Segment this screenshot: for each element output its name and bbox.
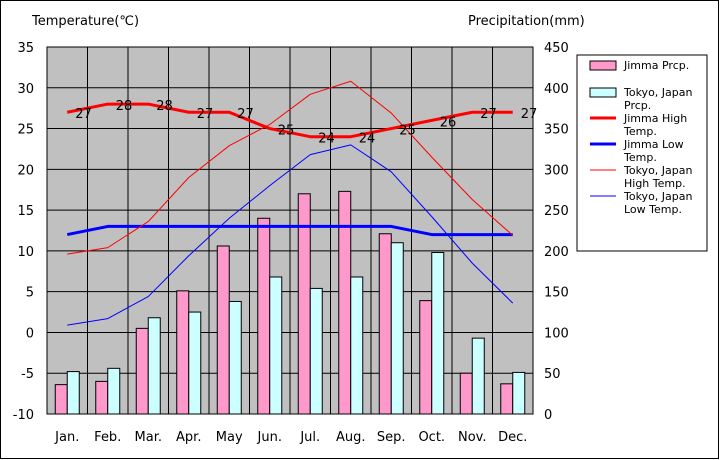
bar-tokyo-japan-prcp [107,367,121,415]
x-tick-label: Feb. [94,430,121,445]
data-label: 26 [440,115,457,130]
data-label: 27 [75,107,92,122]
right-axis-ticks: 450 400 350 300 250 200 150 100 50 0 [544,41,569,423]
legend-swatch [589,87,617,98]
left-tick-label: -5 [21,367,34,382]
bar-tokyo-japan-prcp [431,252,445,415]
data-label: 24 [359,132,376,147]
bar-tokyo-japan-prcp [390,242,404,415]
left-tick-label: 35 [17,41,34,56]
data-label: 27 [480,107,497,122]
bar-jimma-prcp [338,190,352,415]
bar-jimma-prcp [216,245,230,415]
data-labels: 27 28 28 27 27 25 24 24 25 26 27 27 [75,99,537,147]
bar-tokyo-japan-prcp [512,371,526,415]
bar-tokyo-japan-prcp [471,337,485,415]
x-tick-label: Dec. [498,430,527,445]
left-tick-label: 5 [26,286,34,301]
right-tick-label: 300 [544,163,569,178]
precipitation-bars [54,190,526,415]
right-tick-label: 250 [544,204,569,219]
x-tick-label: May [216,430,243,445]
right-tick-label: 200 [544,245,569,260]
bar-tokyo-japan-prcp [188,311,202,415]
line-tokyo-japan-high-temp [67,80,514,255]
left-tick-label: 0 [26,326,34,341]
x-tick-label: Jul. [299,430,320,445]
x-tick-label: Apr. [176,430,201,445]
left-axis-ticks: 35 30 25 20 15 10 5 0 -5 -10 [13,41,34,423]
right-tick-label: 150 [544,286,569,301]
bar-tokyo-japan-prcp [228,300,242,415]
legend-label: Tokyo, Japan High Temp. [623,164,692,190]
left-tick-label: 25 [17,123,34,138]
x-tick-label: Mar. [135,430,162,445]
data-label: 27 [521,107,538,122]
legend-label: Jimma High Temp. [623,112,687,138]
left-tick-label: 10 [17,245,34,260]
legend-label: Jimma Prcp. [623,59,689,72]
data-label: 25 [278,124,295,139]
bar-jimma-prcp [176,290,190,415]
legend-label: Jimma Low Temp. [623,138,684,164]
bar-tokyo-japan-prcp [350,276,364,415]
right-tick-label: 100 [544,326,569,341]
right-tick-label: 450 [544,41,569,56]
data-label: 28 [156,99,173,114]
line-jimma-high-temp [66,102,513,139]
bar-jimma-prcp [135,327,149,415]
legend: Jimma Prcp. Tokyo, Japan Prcp.Jimma High Te… [576,54,708,252]
x-tick-label: Nov. [458,430,487,445]
line-tokyo-japan-low-temp [67,144,514,326]
x-axis-ticks: Jan. Feb. Mar. Apr. May Jun. Jul. Aug. Sep. Oct. N… [54,430,527,445]
data-label: 24 [318,132,335,147]
x-tick-label: Aug. [336,430,366,445]
bar-tokyo-japan-prcp [66,371,80,415]
data-label: 28 [116,99,133,114]
x-tick-label: Sep. [377,430,406,445]
right-tick-label: 0 [544,408,552,423]
bar-jimma-prcp [500,383,514,415]
bar-tokyo-japan-prcp [309,287,323,415]
bar-tokyo-japan-prcp [269,276,283,415]
right-tick-label: 50 [544,367,561,382]
gridlines [47,47,533,414]
bar-jimma-prcp [459,372,473,415]
right-axis-title: Precipitation(mm) [468,14,585,29]
data-label: 27 [197,107,214,122]
temperature-lines [66,80,514,326]
right-tick-label: 400 [544,82,569,97]
bar-tokyo-japan-prcp [147,317,161,415]
x-tick-label: Oct. [418,430,445,445]
left-axis-title: Temperature(℃) [31,14,139,29]
right-tick-label: 350 [544,123,569,138]
left-tick-label: -10 [13,408,34,423]
bar-jimma-prcp [95,380,109,415]
x-tick-label: Jun. [257,430,282,445]
bar-jimma-prcp [257,217,271,415]
left-tick-label: 20 [17,163,34,178]
x-tick-label: Jan. [54,430,79,445]
legend-label: Tokyo, Japan Low Temp. [623,190,692,216]
bar-jimma-prcp [378,233,392,415]
bar-jimma-prcp [419,300,433,415]
data-label: 25 [399,124,416,139]
bar-jimma-prcp [54,384,68,415]
left-tick-label: 30 [17,82,34,97]
data-label: 27 [237,107,254,122]
legend-label: Tokyo, Japan Prcp. [623,86,692,112]
left-tick-label: 15 [17,204,34,219]
legend-swatch [589,60,617,71]
